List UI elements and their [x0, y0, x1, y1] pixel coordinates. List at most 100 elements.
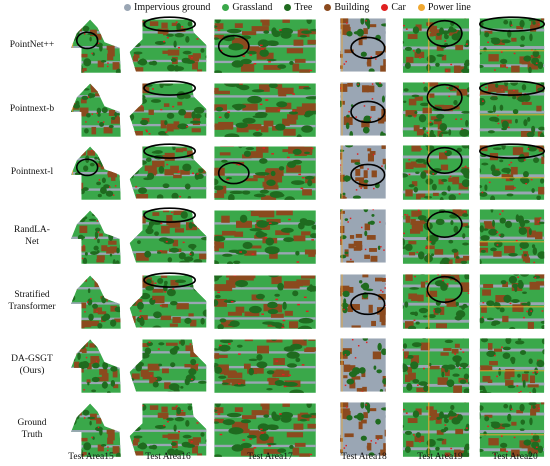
- legend-swatch-icon: [222, 3, 230, 11]
- highlight-circle: [77, 159, 98, 175]
- highlight-circle: [77, 32, 98, 48]
- segmentation-map-7-5: [400, 400, 472, 458]
- segmentation-map-7-2: [128, 400, 208, 458]
- legend-label: Power line: [427, 1, 471, 13]
- row-label: PointNet++: [0, 39, 64, 51]
- segmentation-map-5-5: [400, 272, 472, 330]
- legend-swatch-icon: [124, 3, 131, 11]
- highlight-circle: [427, 21, 462, 47]
- segmentation-map-5-1: [64, 272, 122, 330]
- column-label: Test Area18: [341, 452, 387, 462]
- segmentation-map-6-5: [400, 336, 472, 394]
- segmentation-map-4-1: [64, 207, 122, 265]
- segmentation-map-6-4: [333, 336, 393, 394]
- segmentation-map-3-6: [477, 143, 547, 201]
- segmentation-map-2-5: [400, 80, 472, 138]
- legend-item: Power line: [417, 1, 471, 13]
- legend-label: Impervious ground: [134, 1, 211, 13]
- segmentation-map-7-1: [64, 400, 122, 458]
- column-label: Test Area16: [145, 452, 191, 462]
- segmentation-map-4-3: [210, 207, 318, 265]
- segmentation-map-2-2: [128, 80, 208, 138]
- highlight-circle: [144, 208, 195, 222]
- column-label: Test Area20: [492, 452, 538, 462]
- segmentation-map-5-3: [210, 272, 318, 330]
- highlight-circle: [480, 81, 544, 95]
- highlight-circle: [144, 144, 195, 158]
- segmentation-map-1-3: [210, 16, 318, 74]
- segmentation-map-1-4: [333, 16, 393, 74]
- highlight-circle: [427, 212, 462, 238]
- segmentation-map-1-6: [477, 16, 547, 74]
- column-label: Test Area19: [417, 452, 463, 462]
- legend-swatch-icon: [284, 3, 292, 11]
- legend-label: Tree: [294, 1, 313, 13]
- segmentation-map-4-4: [333, 207, 393, 265]
- legend-item: Impervious ground: [124, 2, 210, 13]
- legend-swatch-icon: [417, 3, 425, 11]
- segmentation-map-6-6: [477, 336, 547, 394]
- segmentation-map-3-2: [128, 143, 208, 201]
- segmentation-map-5-4: [333, 272, 393, 330]
- legend-item: Car: [381, 1, 406, 13]
- row-label-line: PointNet++: [9, 40, 55, 50]
- segmentation-map-1-1: [64, 16, 122, 74]
- row-label-line: Truth: [21, 430, 43, 440]
- row-label-line: (Ours): [19, 366, 45, 376]
- segmentation-map-7-3: [210, 400, 318, 458]
- row-label-line: Pointnext-l: [10, 167, 54, 177]
- segmentation-map-6-2: [128, 336, 208, 394]
- highlight-circle: [427, 85, 462, 111]
- row-label: DA-GSGT (Ours): [0, 353, 64, 377]
- row-label: RandLA- Net: [0, 224, 64, 248]
- row-label-line: DA-GSGT: [11, 354, 53, 364]
- segmentation-map-2-6: [477, 80, 547, 138]
- row-label: Pointnext-b: [0, 103, 64, 115]
- segmentation-map-3-4: [333, 143, 393, 201]
- segmentation-map-2-4: [333, 80, 393, 138]
- legend-item: Grassland: [222, 2, 272, 13]
- segmentation-map-4-2: [128, 207, 208, 265]
- row-label-line: Transformer: [8, 302, 56, 312]
- segmentation-map-1-2: [128, 16, 208, 74]
- segmentation-map-5-6: [477, 272, 547, 330]
- highlight-circle: [219, 36, 249, 57]
- row-label: Stratified Transformer: [0, 289, 64, 313]
- segmentation-map-3-5: [400, 143, 472, 201]
- highlight-circle: [351, 37, 385, 58]
- legend-item: Tree: [284, 2, 312, 13]
- highlight-circle: [144, 273, 195, 287]
- segmentation-map-3-3: [210, 143, 318, 201]
- legend: Impervious ground Grassland Tree Building Ca…: [124, 0, 550, 14]
- highlight-circle: [427, 148, 462, 174]
- row-label-line: Pointnext-b: [9, 104, 55, 114]
- segmentation-map-7-4: [333, 400, 393, 458]
- segmentation-map-4-6: [477, 207, 547, 265]
- segmentation-map-5-2: [128, 272, 208, 330]
- legend-label: Building: [334, 1, 370, 13]
- highlight-circle: [351, 101, 385, 122]
- row-label: Ground Truth: [0, 417, 64, 441]
- highlight-circle: [480, 17, 544, 31]
- highlight-circle: [144, 17, 195, 31]
- row-label-line: RandLA-: [14, 225, 50, 235]
- highlight-circle: [480, 144, 544, 158]
- segmentation-map-4-5: [400, 207, 472, 265]
- segmentation-map-7-6: [477, 400, 547, 458]
- segmentation-map-6-1: [64, 336, 122, 394]
- column-label: Test Area17: [247, 452, 293, 462]
- segmentation-map-3-1: [64, 143, 122, 201]
- segmentation-map-6-3: [210, 336, 318, 394]
- row-label-line: Stratified: [14, 290, 50, 300]
- row-label-line: Ground: [17, 418, 47, 428]
- segmentation-map-2-3: [210, 80, 318, 138]
- row-label-line: Net: [25, 237, 39, 247]
- legend-item: Building: [324, 2, 369, 13]
- highlight-circle: [351, 164, 385, 185]
- legend-label: Car: [391, 1, 406, 13]
- column-label: Test Area15: [68, 452, 114, 462]
- highlight-circle: [144, 81, 195, 95]
- legend-swatch-icon: [324, 3, 332, 11]
- segmentation-map-1-5: [400, 16, 472, 74]
